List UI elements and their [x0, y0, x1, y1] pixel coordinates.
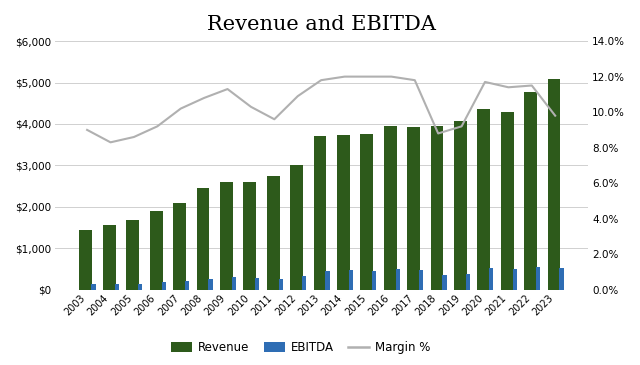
- Bar: [209, 279, 212, 290]
- Bar: [489, 268, 493, 290]
- Bar: [115, 284, 119, 290]
- Margin %: [458, 124, 465, 128]
- Margin %: [130, 135, 138, 139]
- Bar: [419, 270, 423, 290]
- Margin %: [340, 74, 348, 79]
- Bar: [150, 211, 163, 290]
- Bar: [267, 176, 280, 290]
- Margin %: [364, 74, 372, 79]
- Bar: [454, 121, 467, 290]
- Bar: [360, 134, 373, 290]
- Bar: [92, 284, 95, 290]
- Margin %: [481, 80, 489, 84]
- Bar: [185, 281, 189, 290]
- Margin %: [224, 87, 232, 91]
- Bar: [500, 112, 514, 290]
- Margin %: [107, 140, 115, 145]
- Title: Revenue and EBITDA: Revenue and EBITDA: [207, 15, 436, 34]
- Margin %: [247, 105, 255, 109]
- Margin %: [271, 117, 278, 122]
- Bar: [138, 284, 142, 290]
- Margin %: [552, 114, 559, 118]
- Bar: [524, 92, 537, 290]
- Bar: [372, 271, 376, 290]
- Bar: [302, 276, 306, 290]
- Bar: [431, 126, 444, 290]
- Margin %: [177, 107, 184, 111]
- Margin %: [411, 78, 419, 82]
- Bar: [349, 270, 353, 290]
- Bar: [442, 275, 447, 290]
- Bar: [290, 165, 303, 290]
- Bar: [243, 182, 256, 290]
- Margin %: [317, 78, 325, 82]
- Bar: [548, 79, 561, 290]
- Bar: [396, 269, 400, 290]
- Margin %: [154, 124, 161, 128]
- Bar: [477, 110, 490, 290]
- Margin %: [294, 94, 301, 98]
- Margin %: [504, 85, 512, 89]
- Margin %: [435, 131, 442, 136]
- Bar: [384, 126, 397, 290]
- Margin %: [200, 96, 208, 100]
- Line: Margin %: Margin %: [87, 77, 556, 142]
- Bar: [407, 127, 420, 290]
- Bar: [161, 283, 166, 290]
- Bar: [337, 135, 350, 290]
- Bar: [325, 272, 330, 290]
- Bar: [126, 220, 139, 290]
- Bar: [466, 274, 470, 290]
- Margin %: [388, 74, 396, 79]
- Bar: [196, 188, 209, 290]
- Bar: [79, 230, 92, 290]
- Bar: [220, 182, 233, 290]
- Bar: [513, 269, 517, 290]
- Legend: Revenue, EBITDA, Margin %: Revenue, EBITDA, Margin %: [166, 337, 435, 359]
- Bar: [314, 135, 326, 290]
- Bar: [255, 278, 259, 290]
- Bar: [278, 279, 283, 290]
- Bar: [536, 267, 540, 290]
- Margin %: [83, 128, 91, 132]
- Bar: [559, 268, 564, 290]
- Bar: [232, 277, 236, 290]
- Bar: [103, 225, 116, 290]
- Bar: [173, 203, 186, 290]
- Margin %: [528, 83, 536, 88]
